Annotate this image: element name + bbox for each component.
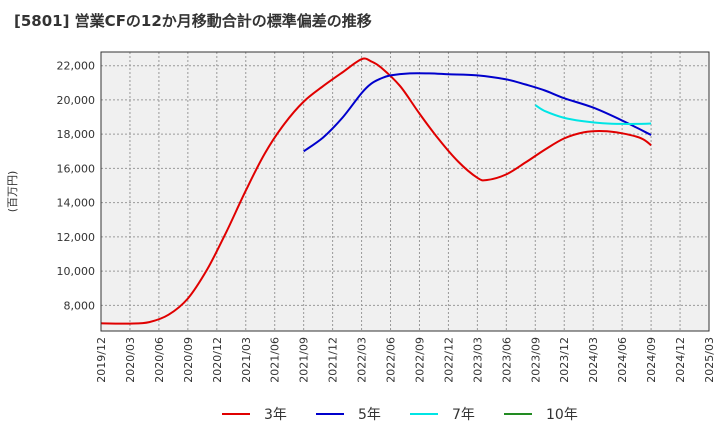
y-tick-label: 18,000: [57, 128, 96, 141]
legend-label: 3年: [264, 407, 287, 423]
x-tick-label: 2022/12: [442, 337, 455, 383]
x-tick-label: 2024/03: [587, 337, 600, 383]
y-axis-label: (百万円): [6, 171, 19, 213]
legend: 3年 5年 7年 10年: [222, 407, 578, 423]
x-tick-label: 2022/09: [413, 337, 426, 383]
x-tick-label: 2023/06: [500, 337, 513, 383]
x-tick-label: 2020/03: [124, 337, 137, 383]
x-tick-label: 2024/09: [645, 337, 658, 383]
x-tick-label: 2021/06: [269, 337, 282, 383]
y-tick-label: 12,000: [57, 231, 96, 244]
y-axis-ticks: 8,000 10,000 12,000 14,000 16,000 18,000 20,00…: [57, 60, 96, 313]
legend-label: 5年: [358, 407, 381, 423]
x-tick-label: 2023/09: [529, 337, 542, 383]
plot-border: [100, 51, 710, 332]
x-axis-ticks: 2019/12 2020/03 2020/06 2020/09 2020/12 2021/…: [95, 337, 716, 383]
x-tick-label: 2024/06: [616, 337, 629, 383]
x-tick-label: 2022/03: [356, 337, 369, 383]
y-tick-label: 10,000: [57, 265, 96, 278]
x-tick-label: 2021/03: [240, 337, 253, 383]
x-tick-label: 2021/12: [327, 337, 340, 383]
x-tick-label: 2022/06: [385, 337, 398, 383]
y-tick-label: 14,000: [57, 197, 96, 210]
legend-label: 10年: [546, 407, 578, 423]
x-tick-label: 2023/12: [558, 337, 571, 383]
y-tick-label: 8,000: [64, 299, 96, 312]
x-tick-label: 2025/03: [703, 337, 716, 383]
series-line-7年: [534, 104, 652, 125]
x-tick-label: 2020/09: [182, 337, 195, 383]
y-tick-label: 22,000: [57, 60, 96, 73]
x-tick-label: 2019/12: [95, 337, 108, 383]
series-lines: [100, 57, 652, 325]
chart-title: [5801] 営業CFの12か月移動合計の標準偏差の推移: [14, 12, 372, 30]
series-line-3年: [100, 57, 652, 325]
legend-label: 7年: [452, 407, 475, 423]
x-tick-label: 2021/09: [298, 337, 311, 383]
series-line-5年: [303, 72, 652, 153]
plot-area: [101, 52, 709, 331]
x-tick-label: 2023/03: [471, 337, 484, 383]
x-tick-label: 2024/12: [674, 337, 687, 383]
y-tick-label: 16,000: [57, 162, 96, 175]
y-tick-label: 20,000: [57, 94, 96, 107]
x-tick-label: 2020/06: [153, 337, 166, 383]
x-tick-label: 2020/12: [211, 337, 224, 383]
